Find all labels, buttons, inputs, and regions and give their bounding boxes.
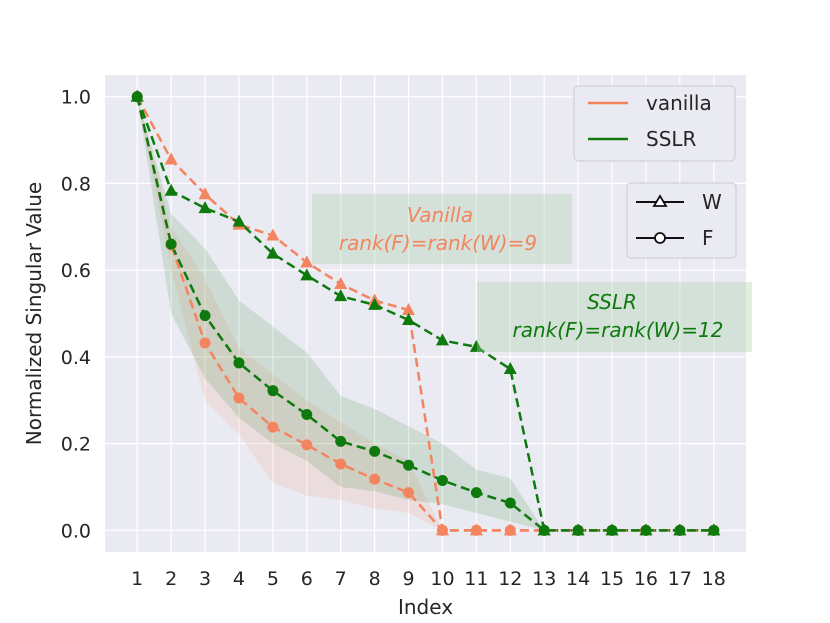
legend-matrix: W F [626, 182, 737, 259]
annotation-sslr-box [477, 282, 752, 352]
x-tick-label: 11 [464, 568, 488, 590]
legend-vanilla-label: vanilla [646, 91, 712, 115]
legend-method-frame [573, 85, 736, 162]
point-circle [606, 524, 618, 536]
point-triangle [300, 268, 314, 281]
point-circle [640, 524, 652, 536]
point-circle [708, 524, 720, 536]
annotation-vanilla-line1: Vanilla [407, 203, 473, 227]
y-tick-label: 0.2 [61, 434, 91, 456]
point-circle [335, 458, 347, 470]
point-triangle [266, 246, 280, 259]
point-triangle [503, 362, 517, 375]
annotation-sslr-line1: SSLR [587, 290, 637, 314]
band-vanilla-f [137, 96, 714, 531]
x-tick-label: 15 [600, 568, 624, 590]
point-triangle [300, 255, 314, 268]
x-tick-label: 17 [668, 568, 692, 590]
point-circle [504, 497, 516, 509]
y-axis-label: Normalized Singular Value [22, 182, 46, 445]
point-circle [267, 421, 279, 433]
point-triangle [198, 201, 212, 214]
axis-ticks: 1 2 3 4 5 6 7 8 9 10 11 12 13 14 15 16 17 180.00.20.40.60… [61, 87, 726, 590]
point-triangle [334, 289, 348, 302]
legend-method: vanilla SSLR [573, 85, 736, 162]
series-lines [136, 96, 714, 532]
point-circle [470, 524, 482, 536]
x-tick-label: 18 [702, 568, 726, 590]
line-sslr-w [136, 96, 714, 532]
point-circle [369, 445, 381, 457]
confidence-bands [137, 96, 714, 531]
point-triangle [164, 152, 178, 165]
point-circle [470, 487, 482, 499]
point-triangle [469, 339, 483, 352]
legend-w-triangle-icon [652, 194, 668, 207]
point-circle [233, 357, 245, 369]
legend-w-label: W [702, 190, 722, 214]
y-tick-label: 0.0 [61, 520, 91, 542]
point-triangle [334, 277, 348, 290]
point-triangle [266, 228, 280, 241]
point-circle [199, 310, 211, 322]
point-circle [131, 91, 143, 103]
annotation-vanilla: Vanilla rank(F)=rank(W)=9 [312, 194, 572, 264]
point-circle [572, 524, 584, 536]
annotation-vanilla-line2: rank(F)=rank(W)=9 [339, 231, 537, 255]
point-circle [301, 409, 313, 421]
x-axis-label: Index [398, 595, 453, 619]
x-tick-label: 9 [402, 568, 414, 590]
x-tick-label: 6 [301, 568, 313, 590]
point-triangle [435, 333, 449, 346]
x-tick-label: 3 [199, 568, 211, 590]
line-vanilla-f [136, 96, 714, 532]
x-tick-label: 4 [233, 568, 245, 590]
band-sslr-f [137, 96, 714, 531]
point-circle [504, 524, 516, 536]
x-tick-label: 16 [634, 568, 658, 590]
point-circle [369, 473, 381, 485]
annotation-sslr: SSLR rank(F)=rank(W)=12 [477, 282, 752, 352]
point-circle [267, 385, 279, 397]
point-circle [403, 487, 415, 499]
x-tick-label: 1 [131, 568, 143, 590]
x-tick-label: 10 [430, 568, 454, 590]
x-tick-label: 2 [165, 568, 177, 590]
point-circle [165, 238, 177, 250]
point-circle [301, 439, 313, 451]
series-markers [130, 89, 721, 536]
point-circle [335, 435, 347, 447]
point-circle [674, 524, 686, 536]
y-tick-label: 0.4 [61, 347, 91, 369]
point-triangle [232, 214, 246, 227]
y-tick-label: 1.0 [61, 87, 91, 109]
point-circle [436, 474, 448, 486]
point-circle [538, 524, 550, 536]
legend-f-label: F [702, 226, 714, 250]
point-triangle [198, 187, 212, 200]
x-tick-label: 14 [566, 568, 590, 590]
y-tick-label: 0.6 [61, 260, 91, 282]
point-triangle [368, 297, 382, 310]
point-triangle [402, 313, 416, 326]
markers-sslr-f [131, 91, 720, 536]
x-tick-label: 5 [267, 568, 279, 590]
line-sslr-f [136, 96, 714, 532]
legend-sslr-label: SSLR [646, 127, 697, 151]
annotation-sslr-line2: rank(F)=rank(W)=12 [513, 318, 724, 342]
annotation-vanilla-box [312, 194, 572, 264]
point-circle [403, 459, 415, 471]
x-tick-label: 12 [498, 568, 522, 590]
legend-f-circle-icon [654, 232, 666, 244]
y-tick-label: 0.8 [61, 173, 91, 195]
point-triangle [164, 183, 178, 196]
x-tick-label: 8 [369, 568, 381, 590]
point-triangle [402, 303, 416, 316]
point-circle [436, 524, 448, 536]
point-circle [199, 337, 211, 349]
point-circle [233, 392, 245, 404]
x-tick-label: 13 [532, 568, 556, 590]
x-tick-label: 7 [335, 568, 347, 590]
